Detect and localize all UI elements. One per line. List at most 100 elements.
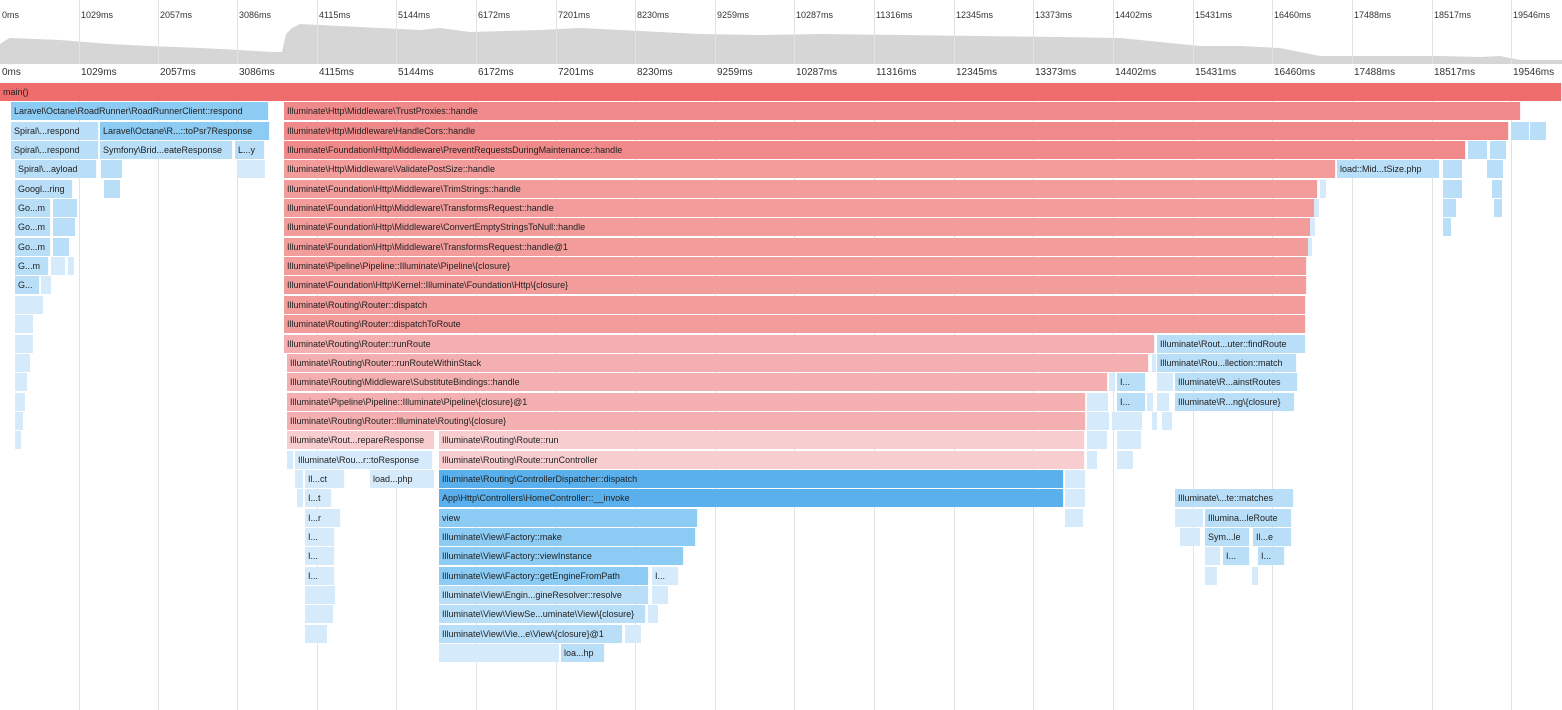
flame-frame[interactable]: Illuminate\View\ViewSe...uminate\View\{c… — [439, 605, 646, 623]
flame-frame[interactable]: Illuminate\Routing\ControllerDispatcher:… — [439, 470, 1064, 488]
flame-detail-frame[interactable] — [41, 276, 51, 294]
flame-frame[interactable]: Illuminate\Pipeline\Pipeline::Illuminate… — [287, 393, 1086, 411]
flame-frame[interactable]: Illuminate\Foundation\Http\Middleware\Tr… — [284, 180, 1318, 198]
flame-frame[interactable]: Illuminate\View\Factory::getEngineFromPa… — [439, 567, 649, 585]
flame-detail-frame[interactable] — [104, 180, 120, 198]
flame-frame[interactable]: Googl...ring — [15, 180, 73, 198]
flame-frame[interactable]: Illuminate\Routing\Router::runRouteWithi… — [287, 354, 1149, 372]
flame-frame[interactable]: load...php — [370, 470, 435, 488]
flame-detail-frame[interactable] — [51, 257, 65, 275]
flame-frame[interactable]: I...t — [305, 489, 332, 507]
flame-frame[interactable]: Illuminate\Routing\Router::runRoute — [284, 335, 1155, 353]
flame-detail-frame[interactable] — [1147, 393, 1153, 411]
flame-frame[interactable]: Il...e — [1253, 528, 1292, 546]
flame-frame[interactable]: G...m — [15, 257, 49, 275]
flame-detail-frame[interactable] — [1065, 470, 1085, 488]
flame-detail-frame[interactable] — [1117, 431, 1141, 449]
flame-detail-frame[interactable] — [287, 451, 293, 469]
flame-detail-frame[interactable] — [1487, 160, 1503, 178]
flame-frame[interactable]: L...y — [235, 141, 265, 159]
flame-frame[interactable]: Illuminate\Routing\Middleware\Substitute… — [287, 373, 1108, 391]
flame-frame[interactable]: view — [439, 509, 698, 527]
flame-frame[interactable]: Illuminate\Rou...r::toResponse — [295, 451, 433, 469]
flame-frame[interactable]: Spiral\...respond — [11, 122, 99, 140]
flame-detail-frame[interactable] — [1152, 412, 1157, 430]
flame-frame[interactable]: Illuminate\R...ainstRoutes — [1175, 373, 1298, 391]
flame-detail-frame[interactable] — [625, 625, 641, 643]
flame-detail-frame[interactable] — [1320, 180, 1326, 198]
flame-detail-frame[interactable] — [53, 199, 77, 217]
flame-frame[interactable]: I... — [1117, 373, 1146, 391]
flame-detail-frame[interactable] — [1112, 412, 1142, 430]
flame-detail-frame[interactable] — [15, 354, 30, 372]
flame-frame[interactable]: Laravel\Octane\R...::toPsr7Response — [100, 122, 270, 140]
flame-detail-frame[interactable] — [1494, 199, 1502, 217]
flame-detail-frame[interactable] — [652, 586, 668, 604]
flame-detail-frame[interactable] — [15, 393, 25, 411]
flame-frame[interactable]: Illuminate\R...ng\{closure} — [1175, 393, 1295, 411]
flame-frame[interactable]: Sym...le — [1205, 528, 1250, 546]
flame-frame[interactable]: App\Http\Controllers\HomeController::__i… — [439, 489, 1064, 507]
flame-detail-frame[interactable] — [1530, 122, 1546, 140]
flame-frame[interactable]: I... — [1117, 393, 1146, 411]
flame-detail-frame[interactable] — [1205, 567, 1217, 585]
flame-detail-frame[interactable] — [1065, 509, 1083, 527]
flame-detail-frame[interactable] — [648, 605, 658, 623]
flame-detail-frame[interactable] — [1109, 373, 1115, 391]
flame-frame[interactable]: Illuminate\Rou...llection::match — [1157, 354, 1297, 372]
flame-detail-frame[interactable] — [1087, 451, 1097, 469]
flame-detail-frame[interactable] — [295, 470, 303, 488]
flame-frame[interactable]: main() — [0, 83, 1562, 101]
flame-frame[interactable]: Illuminate\Foundation\Http\Kernel::Illum… — [284, 276, 1307, 294]
flame-frame[interactable]: G... — [15, 276, 40, 294]
flame-detail-frame[interactable] — [1117, 451, 1133, 469]
flame-detail-frame[interactable] — [1308, 238, 1312, 256]
flame-frame[interactable]: Illuminate\Http\Middleware\TrustProxies:… — [284, 102, 1521, 120]
flame-frame[interactable]: load::Mid...tSize.php — [1337, 160, 1440, 178]
flame-detail-frame[interactable] — [1152, 354, 1156, 372]
flame-detail-frame[interactable] — [1157, 373, 1173, 391]
flame-frame[interactable]: Illuminate\Routing\Route::run — [439, 431, 1085, 449]
flame-frame[interactable]: Laravel\Octane\RoadRunner\RoadRunnerClie… — [11, 102, 269, 120]
flame-detail-frame[interactable] — [1443, 180, 1462, 198]
flame-detail-frame[interactable] — [15, 335, 33, 353]
flame-detail-frame[interactable] — [15, 315, 33, 333]
flame-detail-frame[interactable] — [1443, 218, 1451, 236]
flame-detail-frame[interactable] — [1162, 412, 1172, 430]
flame-detail-frame[interactable] — [1157, 393, 1169, 411]
flame-detail-frame[interactable] — [1205, 547, 1220, 565]
flame-detail-frame[interactable] — [439, 644, 559, 662]
flame-frame[interactable]: Illuminate\View\Factory::make — [439, 528, 696, 546]
flame-detail-frame[interactable] — [1087, 412, 1109, 430]
flame-detail-frame[interactable] — [1511, 122, 1529, 140]
flame-detail-frame[interactable] — [53, 218, 75, 236]
flame-frame[interactable]: I... — [1258, 547, 1285, 565]
flame-detail-frame[interactable] — [1443, 199, 1456, 217]
flame-frame[interactable]: Illumina...leRoute — [1205, 509, 1292, 527]
flame-frame[interactable]: I... — [1223, 547, 1250, 565]
flame-detail-frame[interactable] — [1310, 218, 1315, 236]
flame-frame[interactable]: I... — [305, 567, 335, 585]
flame-detail-frame[interactable] — [1468, 141, 1487, 159]
flame-detail-frame[interactable] — [68, 257, 74, 275]
flame-detail-frame[interactable] — [15, 431, 21, 449]
flame-frame[interactable]: Illuminate\Routing\Router::dispatchToRou… — [284, 315, 1306, 333]
flame-detail-frame[interactable] — [297, 489, 303, 507]
flame-detail-frame[interactable] — [1314, 199, 1319, 217]
flame-detail-frame[interactable] — [53, 238, 69, 256]
flame-detail-frame[interactable] — [1180, 528, 1200, 546]
flame-frame[interactable]: I... — [305, 547, 335, 565]
flame-detail-frame[interactable] — [101, 160, 122, 178]
flame-frame[interactable]: Spiral\...ayload — [15, 160, 97, 178]
flame-frame[interactable]: Illuminate\Rout...repareResponse — [287, 431, 435, 449]
flame-detail-frame[interactable] — [305, 625, 327, 643]
flame-frame[interactable]: Illuminate\Rout...uter::findRoute — [1157, 335, 1306, 353]
flame-detail-frame[interactable] — [238, 160, 265, 178]
flame-frame[interactable]: Illuminate\View\Engin...gineResolver::re… — [439, 586, 649, 604]
flame-frame[interactable]: Go...m — [15, 238, 51, 256]
flame-frame[interactable]: Illuminate\Http\Middleware\HandleCors::h… — [284, 122, 1509, 140]
flame-frame[interactable]: I... — [305, 528, 335, 546]
flame-detail-frame[interactable] — [15, 412, 23, 430]
flame-detail-frame[interactable] — [1443, 160, 1462, 178]
flame-frame[interactable]: Illuminate\Foundation\Http\Middleware\Co… — [284, 218, 1313, 236]
